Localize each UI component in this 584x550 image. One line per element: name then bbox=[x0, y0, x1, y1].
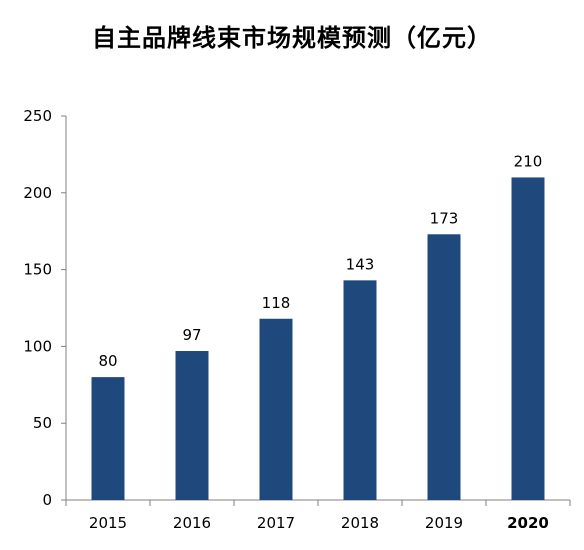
bar-value-label: 143 bbox=[346, 255, 375, 273]
y-tick-label: 200 bbox=[23, 184, 52, 202]
bar-value-label: 210 bbox=[514, 152, 543, 170]
y-tick-label: 100 bbox=[23, 337, 52, 355]
x-category-label: 2018 bbox=[341, 514, 379, 532]
y-tick-label: 50 bbox=[33, 414, 52, 432]
bar-value-label: 97 bbox=[182, 326, 201, 344]
x-category-label: 2019 bbox=[425, 514, 463, 532]
x-category-label: 2020 bbox=[507, 514, 549, 532]
bar-value-label: 118 bbox=[262, 294, 291, 312]
x-category-label: 2017 bbox=[257, 514, 295, 532]
x-category-label: 2016 bbox=[173, 514, 211, 532]
y-tick-label: 250 bbox=[23, 107, 52, 125]
y-tick-label: 0 bbox=[42, 491, 52, 509]
bar bbox=[511, 177, 545, 500]
bar-value-label: 173 bbox=[430, 209, 459, 227]
bar bbox=[427, 234, 461, 500]
bar-value-label: 80 bbox=[98, 352, 117, 370]
bar bbox=[343, 280, 377, 500]
bar bbox=[259, 318, 293, 500]
chart-title: 自主品牌线束市场规模预测（亿元） bbox=[92, 24, 492, 52]
bar bbox=[175, 351, 209, 500]
x-category-label: 2015 bbox=[89, 514, 127, 532]
bar bbox=[91, 377, 125, 500]
y-tick-label: 150 bbox=[23, 261, 52, 279]
